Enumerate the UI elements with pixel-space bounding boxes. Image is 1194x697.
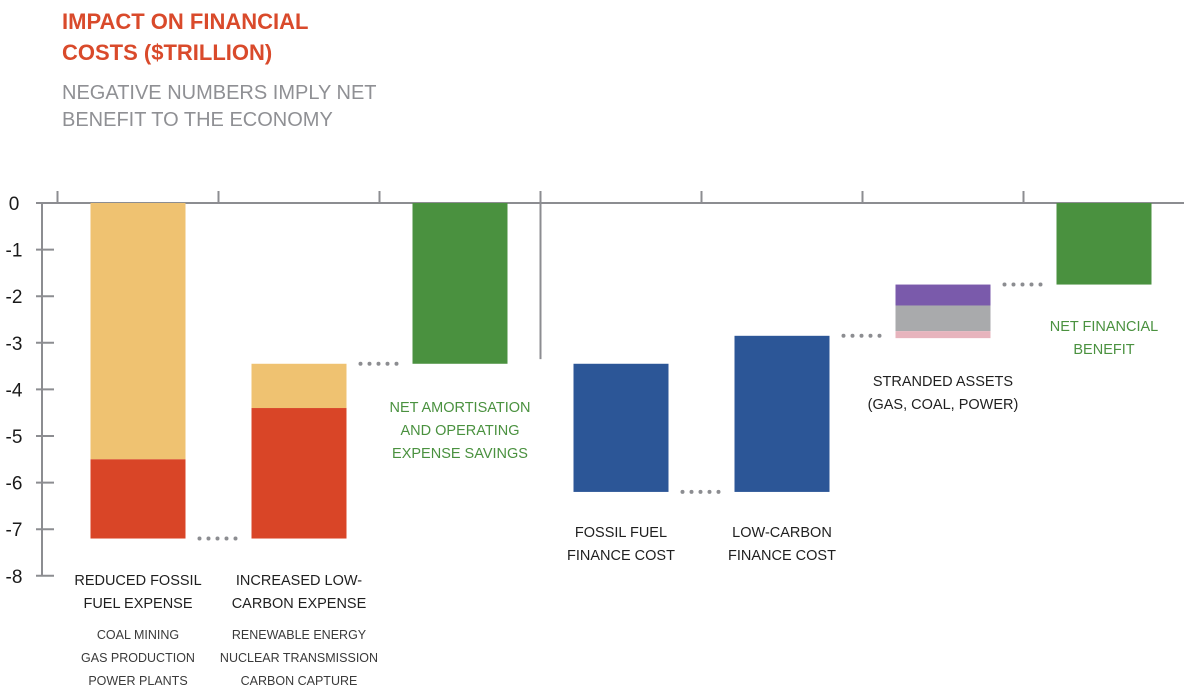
bar-2-label-line: INCREASED LOW- [236, 573, 362, 589]
bar-6-segment-3 [895, 331, 991, 339]
bar-2-sub-label-line: CARBON CAPTURE [241, 674, 358, 688]
y-tick-label: -4 [6, 380, 23, 401]
y-tick-label: -5 [6, 427, 23, 448]
bar-3-label-line: NET AMORTISATION [390, 400, 531, 416]
bar-2-segment-2 [251, 408, 347, 539]
bar-1-label-line: FUEL EXPENSE [83, 596, 192, 612]
bar-2-sub-label-line: NUCLEAR TRANSMISSION [220, 651, 378, 665]
bar-7-label-line: BENEFIT [1073, 342, 1134, 358]
chart-subtitle: NEGATIVE NUMBERS IMPLY NET BENEFIT TO TH… [62, 80, 377, 134]
bar-2-sub-label-line: RENEWABLE ENERGY [232, 628, 367, 642]
chart-title-line-2: COSTS ($TRILLION) [62, 40, 273, 65]
y-tick-label: -2 [6, 287, 23, 308]
bar-1-segment-2 [90, 459, 186, 539]
bar-1-sub-label-line: GAS PRODUCTION [81, 651, 195, 665]
bar-1-sub-label-line: POWER PLANTS [88, 674, 187, 688]
bar-1-label-line: REDUCED FOSSIL [74, 573, 201, 589]
bar-2-segment-1 [251, 363, 347, 409]
y-tick-label: -8 [6, 567, 23, 588]
chart-subtitle-line-1: NEGATIVE NUMBERS IMPLY NET [62, 82, 377, 104]
bar-4-label-line: FOSSIL FUEL [575, 525, 667, 541]
bar-1-segment-1 [90, 203, 186, 460]
y-tick-label: 0 [9, 194, 20, 215]
y-tick-label: -7 [6, 520, 23, 541]
bar-3-label-line: EXPENSE SAVINGS [392, 446, 528, 462]
y-tick-label: -1 [6, 241, 23, 262]
bar-1-sub-label-line: COAL MINING [97, 628, 179, 642]
bar-7-segment-1 [1056, 203, 1152, 285]
chart-title: IMPACT ON FINANCIAL COSTS ($TRILLION) [62, 6, 308, 68]
bar-6-segment-2 [895, 305, 991, 332]
y-tick-label: -6 [6, 474, 23, 495]
y-tick-label: -3 [6, 334, 23, 355]
bar-6-segment-1 [895, 284, 991, 306]
bar-5-label-line: LOW-CARBON [732, 525, 832, 541]
bar-6-label-line: (GAS, COAL, POWER) [868, 397, 1019, 413]
bar-6-label-line: STRANDED ASSETS [873, 374, 1013, 390]
chart-subtitle-line-2: BENEFIT TO THE ECONOMY [62, 109, 333, 131]
bar-5-label-line: FINANCE COST [728, 548, 836, 564]
bar-3-label-line: AND OPERATING [401, 423, 520, 439]
bar-5-segment-1 [734, 335, 830, 492]
bar-7-label-line: NET FINANCIAL [1050, 319, 1159, 335]
bar-4-label-line: FINANCE COST [567, 548, 675, 564]
bar-3-segment-1 [412, 203, 508, 364]
chart-title-line-1: IMPACT ON FINANCIAL [62, 9, 309, 34]
bar-4-segment-1 [573, 363, 669, 492]
bar-2-label-line: CARBON EXPENSE [232, 596, 367, 612]
